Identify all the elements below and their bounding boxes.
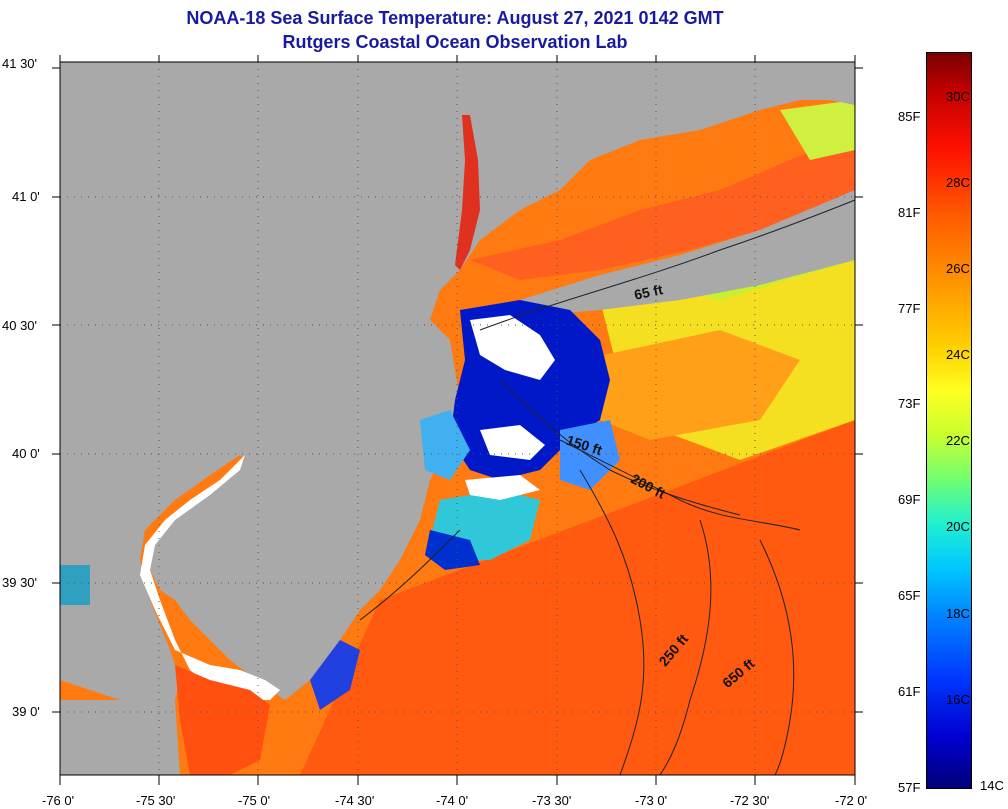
chesapeake-fragment	[60, 565, 90, 605]
colorbar-c-label: 24C	[946, 347, 970, 362]
colorbar-f-label: 65F	[898, 588, 921, 603]
map-subtitle: Rutgers Coastal Ocean Observation Lab	[282, 32, 628, 52]
lon-label: -74 30'	[335, 793, 375, 808]
map-title: NOAA-18 Sea Surface Temperature: August …	[186, 8, 724, 28]
lon-label: -76 0'	[42, 793, 75, 808]
lon-label: -72 0'	[835, 793, 868, 808]
colorbar-f-label: 77F	[898, 301, 921, 316]
colorbar-f-label: 85F	[898, 109, 921, 124]
upwelling-blue-south	[425, 530, 480, 570]
land-mainland	[60, 62, 855, 700]
lat-label: 41 0'	[12, 189, 40, 204]
delaware-bay-cloud	[140, 455, 280, 700]
colorbar-c-label: 22C	[946, 433, 970, 448]
li-sound-yellow	[780, 100, 855, 160]
ocean-orange-mid	[580, 330, 800, 440]
colorbar-f-label: 57F	[898, 780, 921, 795]
cloud-patch-3	[465, 475, 540, 500]
delaware-bay-warm	[175, 665, 270, 775]
colorbar-f-label: 69F	[898, 492, 921, 507]
land-long-island	[520, 190, 855, 315]
lat-label: 41 30'	[2, 56, 38, 71]
lat-label: 39 0'	[12, 704, 40, 719]
land-southwest	[60, 700, 180, 775]
lon-label: -72 30'	[730, 793, 770, 808]
hudson-river	[455, 115, 480, 270]
colorbar-c-label: 30C	[946, 89, 970, 104]
cape-may-cold	[310, 640, 360, 710]
axis-ticks	[52, 55, 863, 785]
temperature-colorbar	[926, 52, 972, 789]
li-sound	[470, 110, 855, 280]
cloud-patch-2	[480, 425, 545, 460]
colorbar-c-label: 18C	[946, 606, 970, 621]
lat-label: 40 30'	[2, 318, 38, 333]
colorbar-c-label: 16C	[946, 692, 970, 707]
lat-label: 39 30'	[2, 575, 38, 590]
lon-label: -75 30'	[136, 793, 176, 808]
lon-label: -75 0'	[238, 793, 271, 808]
lon-label: -74 0'	[436, 793, 469, 808]
lon-label: -73 0'	[635, 793, 668, 808]
lat-label: 40 0'	[12, 446, 40, 461]
upwelling-cyan-2	[420, 410, 470, 480]
colorbar-f-label: 61F	[898, 684, 921, 699]
lon-label: -73 30'	[532, 793, 572, 808]
colorbar-c-label: 14C	[980, 778, 1004, 793]
colorbar-f-label: 73F	[898, 396, 921, 411]
colorbar-c-label: 20C	[946, 519, 970, 534]
bathymetry-contours	[359, 199, 856, 776]
cloud-patch-ny	[470, 315, 555, 380]
colorbar-c-label: 28C	[946, 175, 970, 190]
colorbar-c-label: 26C	[946, 261, 970, 276]
colorbar-f-label: 81F	[898, 205, 921, 220]
